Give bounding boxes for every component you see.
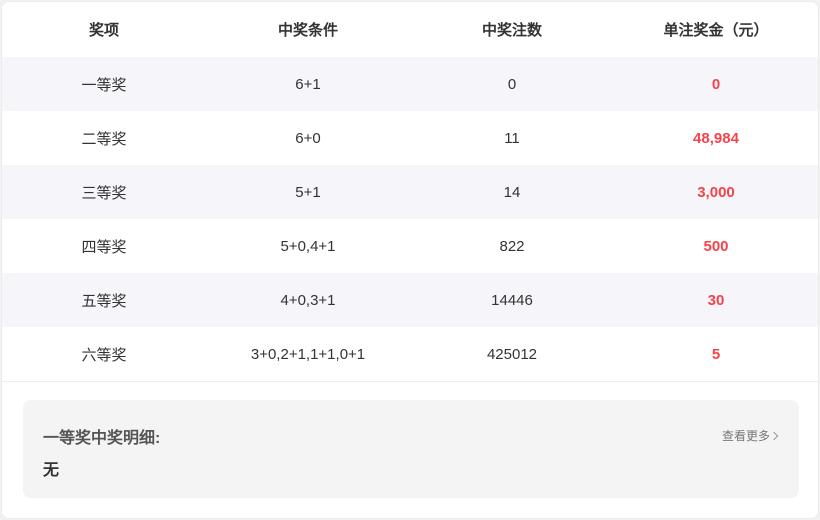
table-row: 二等奖 6+0 11 48,984 bbox=[2, 111, 818, 165]
table-row: 五等奖 4+0,3+1 14446 30 bbox=[2, 273, 818, 327]
winner-count: 0 bbox=[507, 75, 517, 93]
prize-level: 三等奖 bbox=[81, 184, 127, 202]
condition: 5+1 bbox=[295, 183, 321, 201]
winner-count: 425012 bbox=[486, 345, 538, 363]
prize-level: 二等奖 bbox=[81, 130, 127, 148]
table-header: 奖项 中奖条件 中奖注数 单注奖金（元） bbox=[2, 2, 818, 57]
header-level: 奖项 bbox=[88, 22, 119, 39]
winner-count: 822 bbox=[499, 237, 525, 255]
prize-amount: 48,984 bbox=[693, 129, 739, 147]
detail-title: 一等奖中奖明细: bbox=[43, 430, 161, 447]
winner-count: 14446 bbox=[491, 291, 533, 309]
prize-level: 四等奖 bbox=[81, 238, 127, 256]
prize-amount: 0 bbox=[711, 75, 721, 93]
prize-level: 一等奖 bbox=[81, 76, 127, 94]
chevron-right-icon bbox=[769, 431, 779, 441]
condition: 4+0,3+1 bbox=[280, 291, 336, 309]
prize-amount: 500 bbox=[703, 237, 729, 255]
view-more-label: 查看更多 bbox=[721, 429, 770, 443]
winner-count: 11 bbox=[504, 129, 520, 147]
detail-value: 无 bbox=[43, 462, 60, 479]
header-condition: 中奖条件 bbox=[277, 22, 338, 39]
prize-amount: 5 bbox=[711, 345, 721, 363]
prize-level: 五等奖 bbox=[81, 292, 127, 310]
condition: 3+0,2+1,1+1,0+1 bbox=[250, 345, 366, 363]
prize-amount: 3,000 bbox=[697, 183, 735, 201]
table-row: 一等奖 6+1 0 0 bbox=[2, 57, 818, 111]
table-row: 六等奖 3+0,2+1,1+1,0+1 425012 5 bbox=[2, 327, 818, 381]
condition: 6+0 bbox=[295, 129, 321, 147]
table-row: 四等奖 5+0,4+1 822 500 bbox=[2, 219, 818, 273]
condition: 5+0,4+1 bbox=[280, 237, 336, 255]
table-row: 三等奖 5+1 14 3,000 bbox=[2, 165, 818, 219]
winner-count: 14 bbox=[503, 183, 521, 201]
prize-level: 六等奖 bbox=[81, 346, 127, 364]
view-more-link[interactable]: 查看更多 bbox=[721, 427, 779, 444]
prize-amount: 30 bbox=[707, 291, 725, 309]
condition: 6+1 bbox=[295, 75, 321, 93]
divider bbox=[2, 381, 818, 382]
header-amount: 单注奖金（元） bbox=[663, 22, 769, 39]
header-count: 中奖注数 bbox=[481, 22, 542, 39]
first-prize-detail: 一等奖中奖明细: 无 查看更多 bbox=[23, 400, 799, 498]
